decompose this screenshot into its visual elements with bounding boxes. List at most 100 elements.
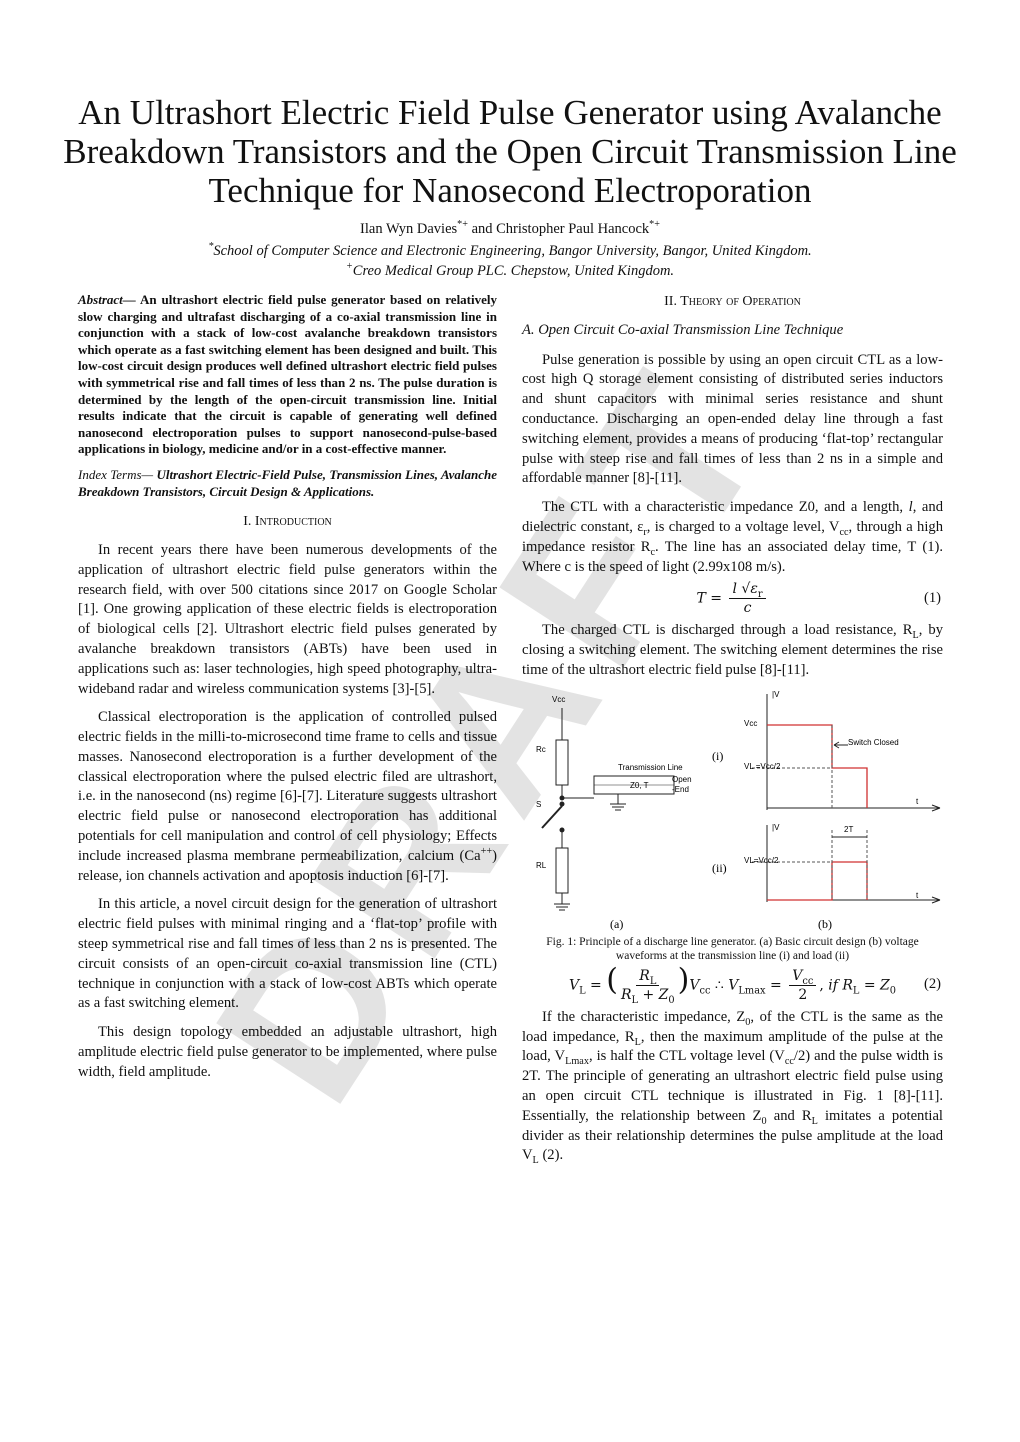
- paragraph: This design topology embedded an adjusta…: [78, 1023, 497, 1082]
- sup-run: ++: [480, 846, 493, 858]
- figure-label: |V: [772, 690, 780, 699]
- text-run: , through a high impedance resistor R: [522, 518, 943, 555]
- sub-run: 0: [889, 985, 897, 997]
- sub-run: L: [649, 975, 657, 987]
- section-heading: II. Theory of Operation: [664, 294, 801, 309]
- text-run: . The line has an associated delay time,…: [522, 538, 944, 575]
- i-run: ε: [750, 581, 758, 598]
- left-column: Abstract— An ultrashort electric field p…: [78, 292, 497, 1092]
- figure-line: [931, 899, 941, 904]
- figure-line: [931, 804, 941, 809]
- text-run: and Christopher Paul Hancock: [467, 221, 650, 237]
- text-run: , by closing a switching element. The sw…: [522, 622, 944, 678]
- sub-run: 0: [745, 1016, 751, 1028]
- i-run: V: [568, 977, 580, 994]
- text-run: Classical electroporation is the applica…: [78, 709, 497, 864]
- node: [559, 801, 565, 807]
- figure-line: [833, 744, 840, 749]
- figure-label: -End: [672, 785, 689, 794]
- affiliation: *School of Computer Science and Electron…: [0, 241, 1020, 260]
- i-run: R: [639, 967, 650, 984]
- sub-run: 0: [668, 994, 675, 1006]
- resistor: [555, 739, 569, 786]
- figure-line: [541, 805, 563, 829]
- i-run: V: [728, 977, 739, 994]
- resistor: [555, 847, 569, 894]
- waveform: [767, 861, 868, 901]
- equation-body: VL = (RL RL + Z0)Vcc ∴ VLmax = Vcc 2, if R…: [568, 965, 897, 1006]
- sup-run: *+: [457, 219, 468, 231]
- fraction: RL RL + Z0: [620, 967, 675, 1006]
- text-run: Ilan Wyn Davies: [360, 221, 458, 237]
- i-run: T: [696, 590, 706, 607]
- text-run: , of the CTL is the same as the load imp…: [522, 1008, 943, 1045]
- figure-label: Rc: [536, 745, 546, 754]
- affiliation: +Creo Medical Group PLC. Chepstow, Unite…: [0, 261, 1020, 280]
- figure-label: |V: [772, 823, 780, 832]
- section-body: In recent years there have been numerous…: [78, 541, 497, 1083]
- text-run: , and dielectric constant, ε: [522, 499, 944, 535]
- authors: Ilan Wyn Davies*+ and Christopher Paul H…: [0, 219, 1020, 238]
- sub-run: L: [532, 1155, 539, 1167]
- text-run: √: [736, 581, 751, 598]
- equation: VL = (RL RL + Z0)Vcc ∴ VLmax = Vcc 2, if R…: [522, 965, 943, 1006]
- sub-run: L: [912, 630, 919, 642]
- paragraph: Classical electroporation is the applica…: [78, 708, 497, 886]
- sub-run: L: [852, 985, 860, 997]
- numerator: RL: [636, 967, 660, 987]
- text-run: (2).: [538, 1147, 564, 1164]
- subsection-heading: A. Open Circuit Co-axial Transmission Li…: [522, 321, 844, 338]
- figure-label: Transmission Line: [618, 763, 683, 772]
- text-run: +: [638, 986, 659, 1003]
- i-run: V: [792, 967, 803, 984]
- sub-run: 0: [761, 1115, 767, 1127]
- text-run: /2) and the pulse width is 2T. The princ…: [522, 1048, 943, 1124]
- text-run: ,: [819, 977, 829, 994]
- text-run: =: [705, 590, 727, 607]
- i-run: if R: [828, 977, 853, 994]
- sub-run: cc: [699, 985, 711, 997]
- abstract-label: Abstract—: [78, 292, 136, 307]
- numerator: Vcc: [789, 967, 817, 986]
- text-run: If the characteristic impedance, Z: [542, 1008, 746, 1025]
- i-run: R: [620, 986, 632, 1003]
- denominator: c: [744, 599, 752, 617]
- section-heading: I. Introduction: [243, 514, 332, 530]
- figure-label: (a): [610, 917, 623, 931]
- bracket: (: [606, 962, 618, 998]
- figure-label: (ii): [712, 861, 727, 875]
- numerator: l √εr: [729, 580, 766, 600]
- sup-run: +: [345, 261, 353, 273]
- denominator: RL + Z0: [620, 986, 675, 1006]
- text-run: =: [585, 977, 607, 994]
- figure-label: Vcc: [552, 695, 565, 704]
- figure-label: RL: [536, 861, 547, 870]
- equation-number: (1): [923, 589, 941, 606]
- figure-label: Switch Closed: [848, 738, 899, 747]
- figure-line: [931, 896, 941, 901]
- figure-label: Vcc: [744, 719, 757, 728]
- right-column: II. Theory of Operation A. Open Circuit …: [522, 292, 943, 1175]
- sub-run: Lmax: [565, 1056, 589, 1068]
- text-run: 2: [798, 986, 808, 1003]
- text-run: This design topology embedded an adjusta…: [78, 1024, 497, 1080]
- abstract: Abstract— An ultrashort electric field p…: [78, 292, 497, 458]
- sub-run: L: [631, 994, 639, 1006]
- text-run: , then the maximum amplitude of the puls…: [522, 1028, 943, 1065]
- i-run: Z: [658, 986, 669, 1003]
- figure-label: Open: [672, 775, 692, 784]
- paragraph: The charged CTL is discharged through a …: [522, 621, 943, 680]
- figure-caption: Fig. 1: Principle of a discharge line ge…: [546, 935, 919, 962]
- sub-run: r: [643, 526, 647, 538]
- sup-run: *: [208, 241, 214, 253]
- text-run: Pulse generation is possible by using an…: [522, 351, 943, 487]
- index-terms: Index Terms— Ultrashort Electric-Field P…: [78, 467, 497, 500]
- text-run: The CTL with a characteristic impedance …: [542, 499, 909, 516]
- paper-title: An Ultrashort Electric Field Pulse Gener…: [63, 93, 957, 210]
- section-body: Pulse generation is possible by using an…: [522, 351, 943, 1167]
- figure: Vcc Rc Transmission Line Z0, T Open-End S RL (i…: [536, 690, 941, 931]
- sub-run: L: [579, 985, 586, 997]
- abstract-text: An ultrashort electric field pulse gener…: [78, 292, 497, 457]
- equation: T = l √εr c (1): [522, 580, 943, 617]
- sub-run: Lmax: [738, 985, 766, 997]
